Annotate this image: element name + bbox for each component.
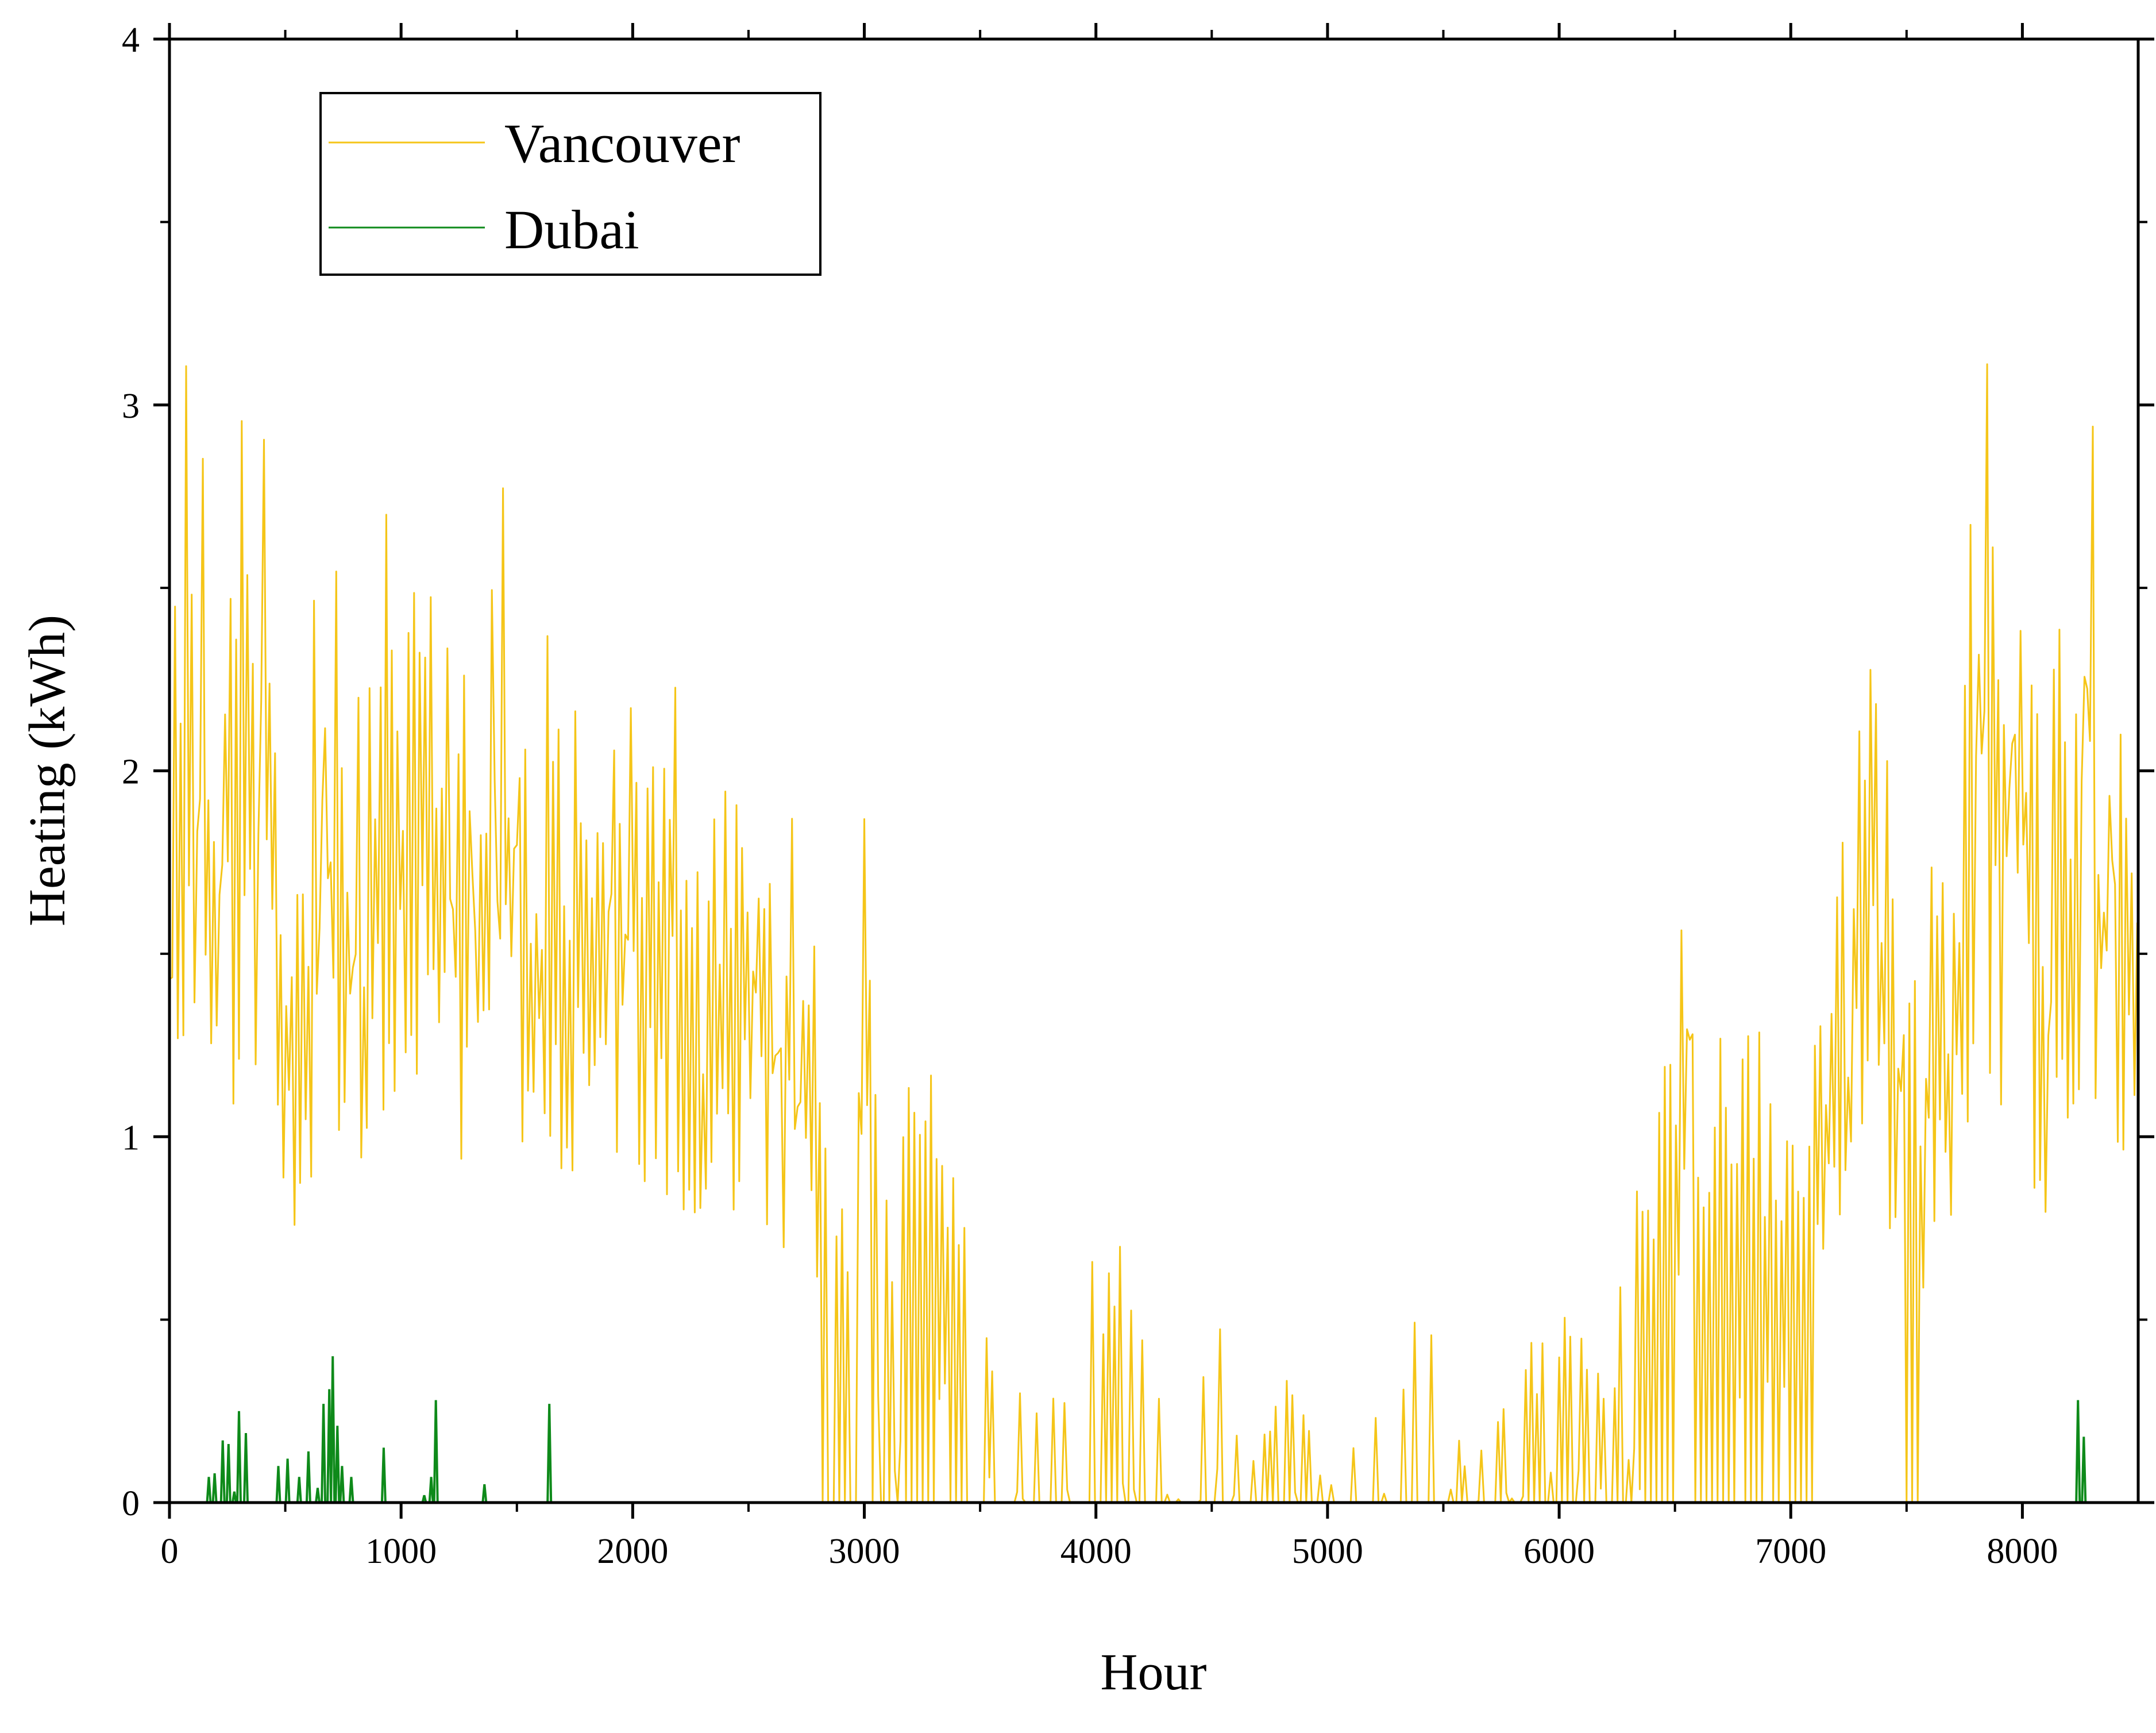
x-tick-label: 8000: [1987, 1532, 2058, 1571]
legend: Vancouver Dubai: [319, 92, 821, 276]
y-tick-label: 4: [122, 21, 140, 60]
x-axis-title: Hour: [1101, 1644, 1207, 1701]
y-tick-label: 3: [122, 387, 140, 426]
x-tick-label: 2000: [597, 1532, 668, 1571]
y-axis-title: Heating (kWh): [19, 615, 76, 926]
x-axis-ticks: 0 1000 2000 3000 4000 5000 6000 7000 8000: [161, 23, 2058, 1571]
series-line-vancouver: [171, 363, 2137, 1501]
y-tick-label: 1: [122, 1118, 140, 1157]
x-tick-label: 5000: [1292, 1532, 1363, 1571]
x-tick-label: 0: [161, 1532, 179, 1571]
legend-box: [319, 92, 821, 276]
legend-label-vancouver: Vancouver: [504, 113, 740, 174]
x-tick-label: 3000: [829, 1532, 900, 1571]
plot-area: [168, 37, 2140, 1504]
legend-label-dubai: Dubai: [504, 199, 639, 260]
x-tick-label: 7000: [1755, 1532, 1826, 1571]
series-layer: [171, 363, 2137, 1501]
y-tick-label: 2: [122, 753, 140, 792]
x-tick-label: 4000: [1060, 1532, 1132, 1571]
x-tick-label: 1000: [365, 1532, 437, 1571]
y-tick-label: 0: [122, 1484, 140, 1523]
x-tick-label: 6000: [1524, 1532, 1595, 1571]
y-axis-ticks: 0 1 2 3 4: [122, 21, 2154, 1523]
